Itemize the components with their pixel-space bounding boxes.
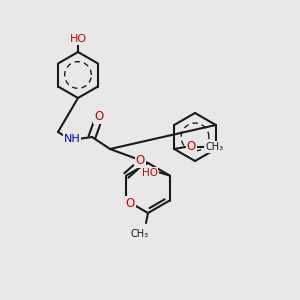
- Text: HO: HO: [69, 34, 87, 44]
- Text: NH: NH: [64, 134, 80, 144]
- Text: O: O: [136, 154, 145, 167]
- Text: HO: HO: [142, 167, 158, 178]
- Text: O: O: [94, 110, 103, 124]
- Text: CH₃: CH₃: [205, 142, 223, 152]
- Text: O: O: [126, 197, 135, 210]
- Text: CH₃: CH₃: [131, 229, 149, 239]
- Text: O: O: [187, 140, 196, 154]
